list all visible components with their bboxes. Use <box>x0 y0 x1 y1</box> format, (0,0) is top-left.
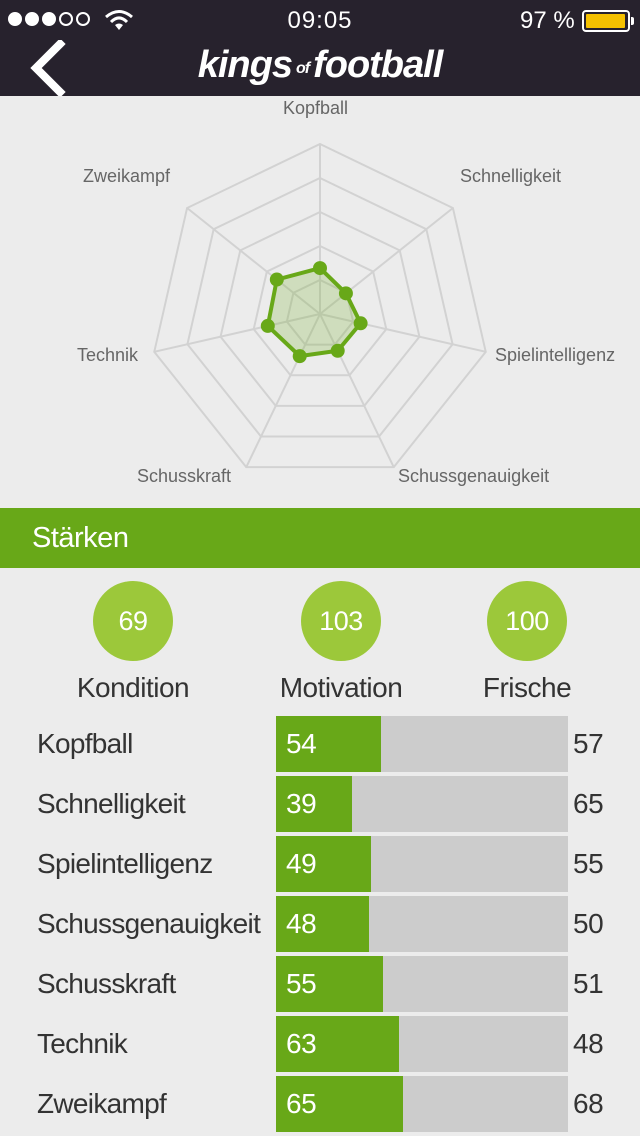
stat-name: Spielintelligenz <box>37 848 213 879</box>
radar-point-technik <box>260 318 275 333</box>
frische-badge: 100 <box>487 581 567 661</box>
back-button[interactable] <box>26 38 70 98</box>
radar-grid-ring <box>219 210 421 407</box>
kondition-label: Kondition <box>76 672 190 703</box>
clock: 09:05 <box>287 7 353 34</box>
motivation-label: Motivation <box>279 672 403 703</box>
radar-chart: Kopfball Schnelligkeit Spielintelligenz … <box>0 96 640 508</box>
stat-name: Schussgenauigkeit <box>37 908 261 939</box>
stat-bar-track: 63 <box>276 1016 568 1072</box>
radar-label-technik: Technik <box>77 345 139 365</box>
stat-compare-value: 48 <box>573 1028 604 1059</box>
summary-bubbles: 69 Kondition 103 Motivation 100 Frische <box>0 568 640 708</box>
radar-label-kopfball: Kopfball <box>283 98 349 118</box>
radar-point-schussgenauigkeit <box>330 343 345 358</box>
radar-axis-line <box>319 313 395 468</box>
radar-axis-line <box>319 313 486 353</box>
app-logo: kings of football <box>197 44 444 86</box>
stat-value: 48 <box>286 908 317 939</box>
frische-label: Frische <box>482 672 572 703</box>
radar-point-schusskraft <box>292 349 307 364</box>
stat-value: 39 <box>286 788 317 819</box>
navigation-bar: kings of football <box>0 38 640 98</box>
radar-point-zweikampf <box>269 272 284 287</box>
radar-axis-line <box>186 207 321 315</box>
radar-axis-line <box>245 313 321 468</box>
radar-label-schusskraft: Schusskraft <box>137 466 232 486</box>
stat-bar-fill <box>276 716 381 772</box>
stat-name: Kopfball <box>37 728 133 759</box>
stat-value: 63 <box>286 1028 317 1059</box>
wifi-icon <box>105 10 133 30</box>
stat-row-technik: Technik 63 48 <box>0 1016 640 1072</box>
stat-bar-fill <box>276 1076 403 1132</box>
radar-label-schussgenauigkeit: Schussgenauigkeit <box>398 466 550 486</box>
radar-label-spielintelligenz: Spielintelligenz <box>495 345 616 365</box>
stat-row-kopfball: Kopfball 54 57 <box>0 716 640 772</box>
stat-compare-value: 55 <box>573 848 604 879</box>
stat-compare-value: 65 <box>573 788 604 819</box>
stat-bar-track: 49 <box>276 836 568 892</box>
radar-point-kopfball <box>313 261 327 276</box>
stat-row-zweikampf: Zweikampf 65 68 <box>0 1076 640 1132</box>
stat-compare-value: 51 <box>573 968 604 999</box>
section-header-staerken: Stärken <box>0 508 640 568</box>
stat-value: 54 <box>286 728 317 759</box>
radar-grid-ring <box>153 142 487 469</box>
stat-value: 55 <box>286 968 317 999</box>
radar-grid-ring <box>186 176 454 438</box>
chevron-left-icon <box>30 38 66 98</box>
kondition-badge: 69 <box>93 581 173 661</box>
stat-bar-fill <box>276 956 383 1012</box>
stat-bar-fill <box>276 836 371 892</box>
stat-compare-value: 68 <box>573 1088 604 1119</box>
stat-name: Zweikampf <box>37 1088 167 1119</box>
stat-bar-track: 55 <box>276 956 568 1012</box>
status-bar: 09:05 97 % <box>0 0 640 40</box>
radar-label-zweikampf: Zweikampf <box>83 166 171 186</box>
stat-row-schussgenauigkeit: Schussgenauigkeit 48 50 <box>0 896 640 952</box>
stat-bar-fill <box>276 776 352 832</box>
stat-bar-track: 39 <box>276 776 568 832</box>
signal-dots-icon <box>8 12 90 26</box>
stat-row-spielintelligenz: Spielintelligenz 49 55 <box>0 836 640 892</box>
stat-bar-track: 54 <box>276 716 568 772</box>
radar-point-spielintelligenz <box>353 316 368 331</box>
stat-compare-value: 50 <box>573 908 604 939</box>
stat-row-schnelligkeit: Schnelligkeit 39 65 <box>0 776 640 832</box>
radar-axis-line <box>154 313 321 353</box>
motivation-badge: 103 <box>301 581 381 661</box>
stat-bar-fill <box>276 1016 399 1072</box>
radar-point-schnelligkeit <box>338 286 353 301</box>
stat-compare-value: 57 <box>573 728 604 759</box>
stat-value: 65 <box>286 1088 317 1119</box>
stat-name: Schnelligkeit <box>37 788 186 819</box>
battery-icon <box>582 10 634 32</box>
stat-row-schusskraft: Schusskraft 55 51 <box>0 956 640 1012</box>
stat-bar-track: 65 <box>276 1076 568 1132</box>
stat-value: 49 <box>286 848 317 879</box>
battery-percent: 97 % <box>520 7 575 34</box>
radar-grid-ring <box>252 244 388 377</box>
radar-label-schnelligkeit: Schnelligkeit <box>460 166 562 186</box>
stat-name: Technik <box>37 1028 128 1059</box>
stat-bar-fill <box>276 896 369 952</box>
stat-name: Schusskraft <box>37 968 176 999</box>
stat-bar-track: 48 <box>276 896 568 952</box>
